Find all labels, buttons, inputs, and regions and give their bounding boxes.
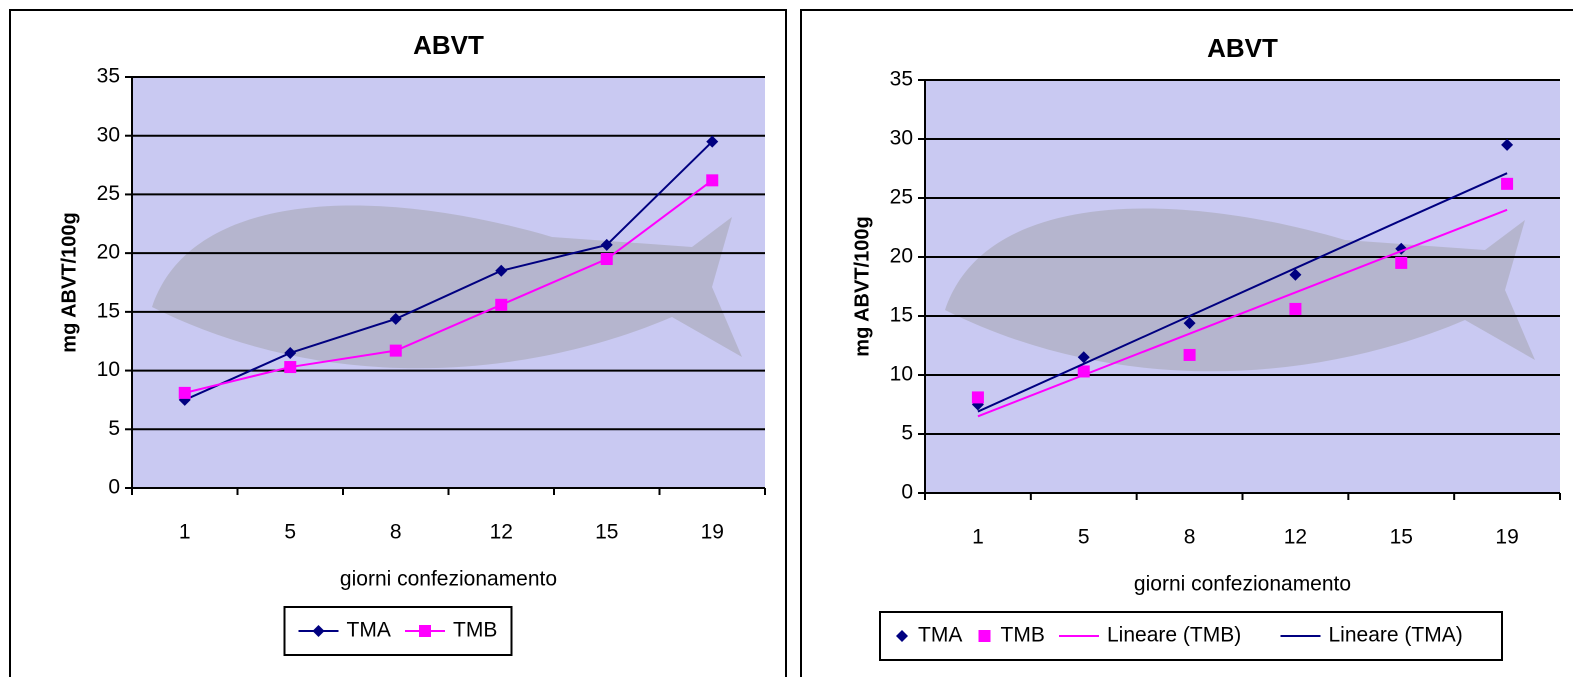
data-point — [1395, 257, 1407, 269]
legend: TMA TMB Lineare (TMB) Lineare (TMA) — [880, 612, 1502, 660]
x-tick-label: 8 — [1184, 526, 1196, 549]
x-tick-label: 5 — [284, 521, 296, 544]
x-tick-label: 1 — [972, 526, 984, 549]
y-tick-label: 25 — [97, 182, 120, 205]
data-point — [972, 391, 984, 403]
y-tick-label: 15 — [890, 304, 913, 327]
y-tick-label: 30 — [890, 127, 913, 150]
data-point — [284, 361, 296, 373]
chart-title: ABVT — [1207, 33, 1278, 63]
x-tick-label: 1 — [179, 521, 191, 544]
data-point — [601, 253, 613, 265]
y-tick-label: 15 — [97, 299, 120, 322]
page: 05101520253035158121519ABVTgiorni confez… — [0, 0, 1573, 677]
data-point — [495, 299, 507, 311]
y-tick-label: 0 — [108, 476, 120, 499]
x-tick-label: 8 — [390, 521, 402, 544]
y-tick-label: 10 — [890, 363, 913, 386]
y-tick-label: 0 — [901, 481, 913, 504]
legend-marker — [419, 625, 431, 637]
y-axis-title: mg ABVT/100g — [851, 216, 873, 356]
legend-label: TMB — [1001, 624, 1045, 647]
x-tick-label: 12 — [490, 521, 513, 544]
data-point — [1289, 303, 1301, 315]
legend: TMA TMB — [285, 607, 512, 655]
x-tick-label: 12 — [1284, 526, 1307, 549]
y-tick-label: 10 — [97, 358, 120, 381]
legend-marker — [979, 630, 991, 642]
data-point — [1501, 178, 1513, 190]
y-tick-label: 25 — [890, 186, 913, 209]
y-axis-title: mg ABVT/100g — [58, 212, 80, 352]
chart-title: ABVT — [413, 30, 484, 60]
y-tick-label: 35 — [97, 65, 120, 88]
x-tick-label: 15 — [1390, 526, 1413, 549]
y-tick-label: 5 — [901, 422, 913, 445]
legend-label: Lineare (TMA) — [1329, 624, 1463, 647]
y-tick-label: 20 — [890, 245, 913, 268]
legend-label: Lineare (TMB) — [1107, 624, 1241, 647]
y-tick-label: 30 — [97, 123, 120, 146]
x-tick-label: 19 — [1495, 526, 1518, 549]
x-axis-title: giorni confezionamento — [340, 568, 557, 591]
legend-label: TMB — [453, 619, 497, 642]
data-point — [1184, 349, 1196, 361]
data-point — [390, 345, 402, 357]
legend-label: TMA — [347, 619, 391, 642]
y-tick-label: 5 — [108, 417, 120, 440]
x-tick-label: 19 — [701, 521, 724, 544]
x-tick-label: 15 — [595, 521, 618, 544]
legend-label: TMA — [918, 624, 962, 647]
data-point — [706, 174, 718, 186]
x-axis-title: giorni confezionamento — [1134, 573, 1351, 596]
y-tick-label: 35 — [890, 68, 913, 91]
data-point — [179, 387, 191, 399]
y-tick-label: 20 — [97, 241, 120, 264]
x-tick-label: 5 — [1078, 526, 1090, 549]
